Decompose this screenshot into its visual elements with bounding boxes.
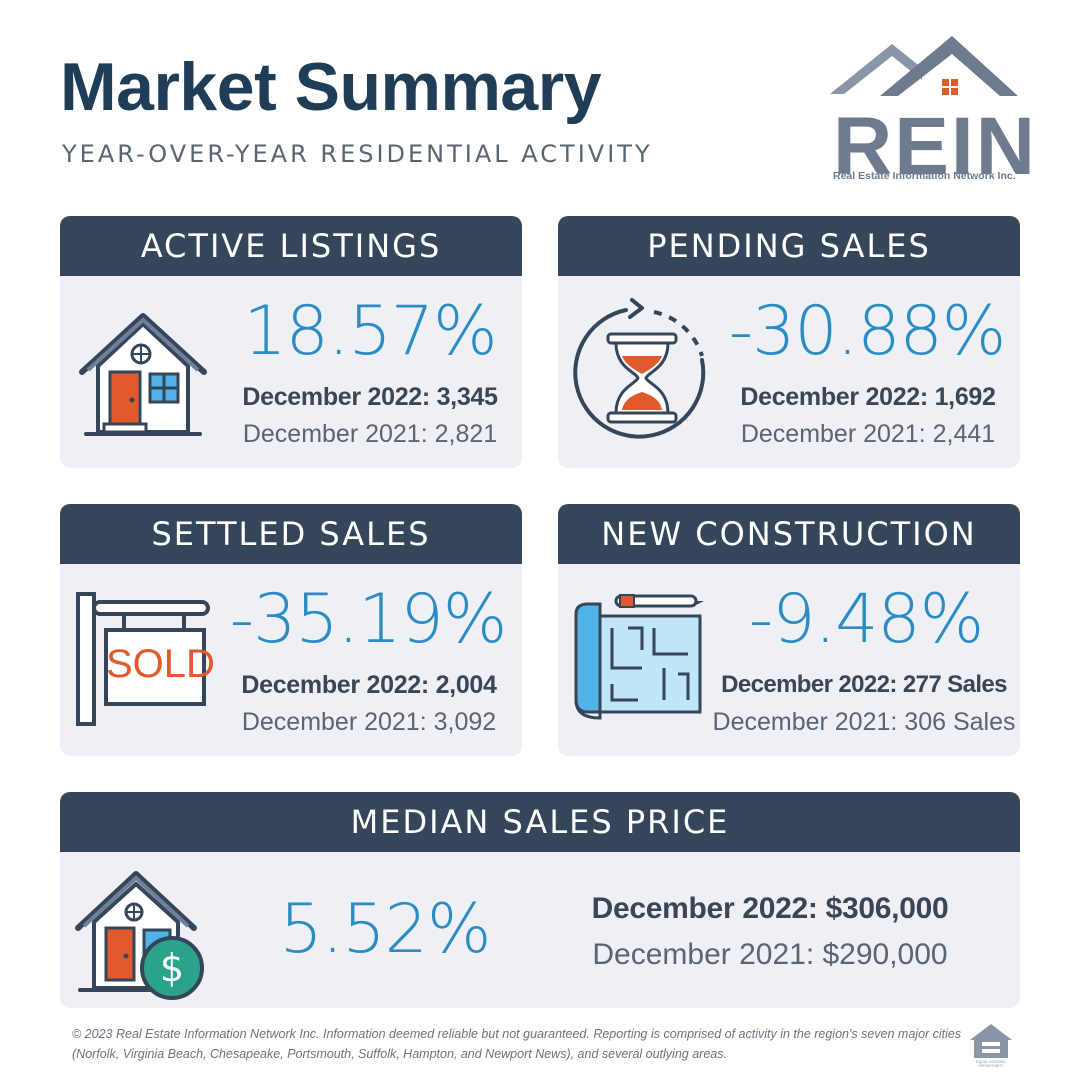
current-value: December 2022: 2,004 (241, 671, 497, 699)
blueprint-icon (572, 594, 706, 724)
current-value: December 2022: 277 Sales (721, 671, 1007, 698)
hourglass-icon (570, 290, 710, 440)
percent-change: 5.52% (279, 890, 491, 969)
percent-change: -9.48% (748, 580, 985, 659)
logo-wordmark: REIN (833, 101, 1037, 192)
page-subtitle: YEAR-OVER-YEAR RESIDENTIAL ACTIVITY (62, 140, 653, 168)
previous-value: December 2021: $290,000 (592, 938, 948, 971)
current-value: December 2022: 3,345 (242, 383, 498, 411)
previous-value: December 2021: 2,441 (740, 420, 996, 448)
dollar-sign-icon: $ (159, 946, 185, 990)
card-median-sales-price: MEDIAN SALES PRICE $ 5.52% December 2022… (60, 792, 1020, 1008)
previous-value: December 2021: 2,821 (242, 420, 498, 448)
equal-housing-text: EQUAL HOUSING OPPORTUNITY (976, 1060, 1006, 1068)
card-active-listings: ACTIVE LISTINGS 18.57% December 2022: 3,… (60, 216, 522, 468)
previous-value: December 2021: 306 Sales (712, 708, 1016, 736)
house-dollar-icon: $ (74, 866, 210, 1000)
sold-sign-text: SOLD (106, 642, 215, 686)
card-title: PENDING SALES (558, 216, 1020, 276)
page-title: Market Summary (60, 49, 602, 125)
card-new-construction: NEW CONSTRUCTION -9.48% December 2022: 2… (558, 504, 1020, 756)
equal-housing-logo: EQUAL HOUSING OPPORTUNITY (966, 1020, 1016, 1070)
percent-change: 18.57% (243, 292, 497, 371)
house-icon (78, 304, 208, 439)
previous-value: December 2021: 3,092 (241, 708, 497, 736)
card-title: NEW CONSTRUCTION (558, 504, 1020, 564)
logo-tagline: Real Estate Information Network Inc. (833, 170, 1016, 182)
equal-housing-icon (970, 1024, 1012, 1058)
roof-logo-icon (830, 36, 1018, 96)
current-value: December 2022: 1,692 (740, 383, 996, 411)
card-pending-sales: PENDING SALES -30.88% December 2022: 1,6… (558, 216, 1020, 468)
footer-disclaimer: © 2023 Real Estate Information Network I… (72, 1027, 962, 1061)
card-title: SETTLED SALES (60, 504, 522, 564)
card-settled-sales: SETTLED SALES SOLD -35.19% December 2022… (60, 504, 522, 756)
percent-change: -35.19% (229, 580, 508, 659)
current-value: December 2022: $306,000 (591, 892, 949, 925)
rein-logo: REIN Real Estate Information Network Inc… (830, 34, 1035, 188)
card-title: ACTIVE LISTINGS (60, 216, 522, 276)
percent-change: -30.88% (728, 292, 1007, 371)
card-title: MEDIAN SALES PRICE (60, 792, 1020, 852)
sold-sign-icon: SOLD (74, 590, 215, 728)
